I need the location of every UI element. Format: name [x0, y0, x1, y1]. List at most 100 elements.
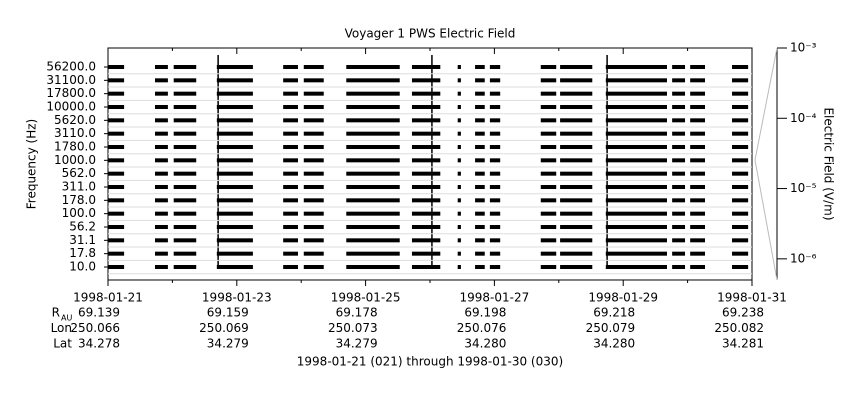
channel-segment [690, 91, 705, 96]
channel-segment [672, 78, 686, 83]
channel-segment [155, 211, 168, 216]
channel-segment [303, 225, 324, 229]
channel-segment [489, 251, 501, 256]
channel-segment [489, 105, 501, 109]
ephemeris-subscript: AU [61, 314, 72, 323]
channel-segment [690, 225, 705, 229]
channel-segment [283, 158, 298, 163]
channel-segment [346, 265, 400, 269]
channel-segment [732, 91, 749, 96]
ephemeris-value: 69.159 [207, 306, 249, 320]
ephemeris-value: 34.280 [593, 337, 635, 351]
channel-segment [283, 145, 298, 149]
channel-segment [108, 238, 125, 243]
channel-segment [283, 105, 298, 109]
channel-segment [216, 225, 253, 229]
channel-segment [489, 225, 501, 229]
channel-segment [283, 265, 298, 269]
channel-segment [489, 211, 501, 216]
channel-segment [457, 131, 461, 136]
channel-segment [283, 118, 298, 123]
channel-segment [560, 118, 593, 123]
channel-segment [283, 198, 298, 203]
channel-segment [540, 251, 557, 256]
channel-segment [303, 145, 324, 149]
channel-segment [173, 198, 197, 203]
channel-segment [303, 265, 324, 269]
channel-segment [605, 118, 667, 123]
channel-segment [475, 251, 485, 256]
ephemeris-value: 69.178 [336, 306, 378, 320]
channel-segment [411, 265, 441, 269]
channel-segment [173, 211, 197, 216]
colorbar-connector [754, 159, 778, 281]
channel-segment [540, 238, 557, 243]
channel-segment [475, 225, 485, 229]
channel-segment [216, 171, 253, 176]
channel-segment [560, 238, 593, 243]
ephemeris-value: 69.218 [593, 306, 635, 320]
channel-segment [303, 185, 324, 189]
channel-segment [411, 211, 441, 216]
y-tick-label: 10000.0 [46, 100, 96, 114]
channel-segment [560, 158, 593, 163]
channel-segment [173, 225, 197, 229]
channel-segment [672, 105, 686, 109]
channel-segment [411, 185, 441, 189]
channel-segment [732, 131, 749, 136]
channel-segment [411, 158, 441, 163]
channel-segment [605, 78, 667, 83]
channel-segment [411, 251, 441, 256]
y-tick-label: 562.0 [62, 166, 96, 180]
y-tick-label: 311.0 [62, 180, 96, 194]
channel-segment [411, 65, 441, 69]
channel-segment [540, 185, 557, 189]
channel-segment [283, 171, 298, 176]
channel-segment [475, 91, 485, 96]
channel-segment [690, 265, 705, 269]
channel-segment [690, 238, 705, 243]
channel-segment [489, 118, 501, 123]
channel-segment [690, 65, 705, 69]
channel-segment [216, 105, 253, 109]
channel-segment [560, 78, 593, 83]
channel-segment [690, 185, 705, 189]
y2-tick-label: 10⁻⁴ [790, 111, 817, 125]
channel-segment [155, 91, 168, 96]
channel-segment [690, 145, 705, 149]
ephemeris-label: Lat [53, 337, 72, 351]
channel-segment [216, 185, 253, 189]
channel-segment [155, 238, 168, 243]
channel-segment [605, 238, 667, 243]
channel-segment [690, 118, 705, 123]
channel-segment [475, 131, 485, 136]
channel-segment [605, 185, 667, 189]
channel-segment [672, 238, 686, 243]
channel-segment [457, 158, 461, 163]
channel-segment [672, 145, 686, 149]
ephemeris-value: 34.278 [78, 337, 120, 351]
channel-segment [672, 211, 686, 216]
channel-segment [605, 131, 667, 136]
channel-segment [346, 158, 400, 163]
y-tick-label: 10.0 [69, 260, 96, 274]
channel-segment [173, 265, 197, 269]
y2-tick-label: 10⁻⁵ [790, 181, 817, 195]
channel-segment [560, 251, 593, 256]
channel-segment [605, 105, 667, 109]
y2-tick-label: 10⁻³ [790, 41, 817, 55]
y-tick-label: 100.0 [62, 206, 96, 220]
ephemeris-value: 34.280 [464, 337, 506, 351]
channel-segment [457, 265, 461, 269]
channel-segment [560, 225, 593, 229]
channel-segment [303, 131, 324, 136]
channel-segment [672, 91, 686, 96]
y-tick-label: 56200.0 [46, 60, 96, 74]
channel-segment [303, 211, 324, 216]
channel-segment [540, 158, 557, 163]
channel-segment [108, 265, 125, 269]
channel-segment [155, 225, 168, 229]
channel-segment [489, 265, 501, 269]
channel-segment [283, 225, 298, 229]
channel-segment [690, 131, 705, 136]
